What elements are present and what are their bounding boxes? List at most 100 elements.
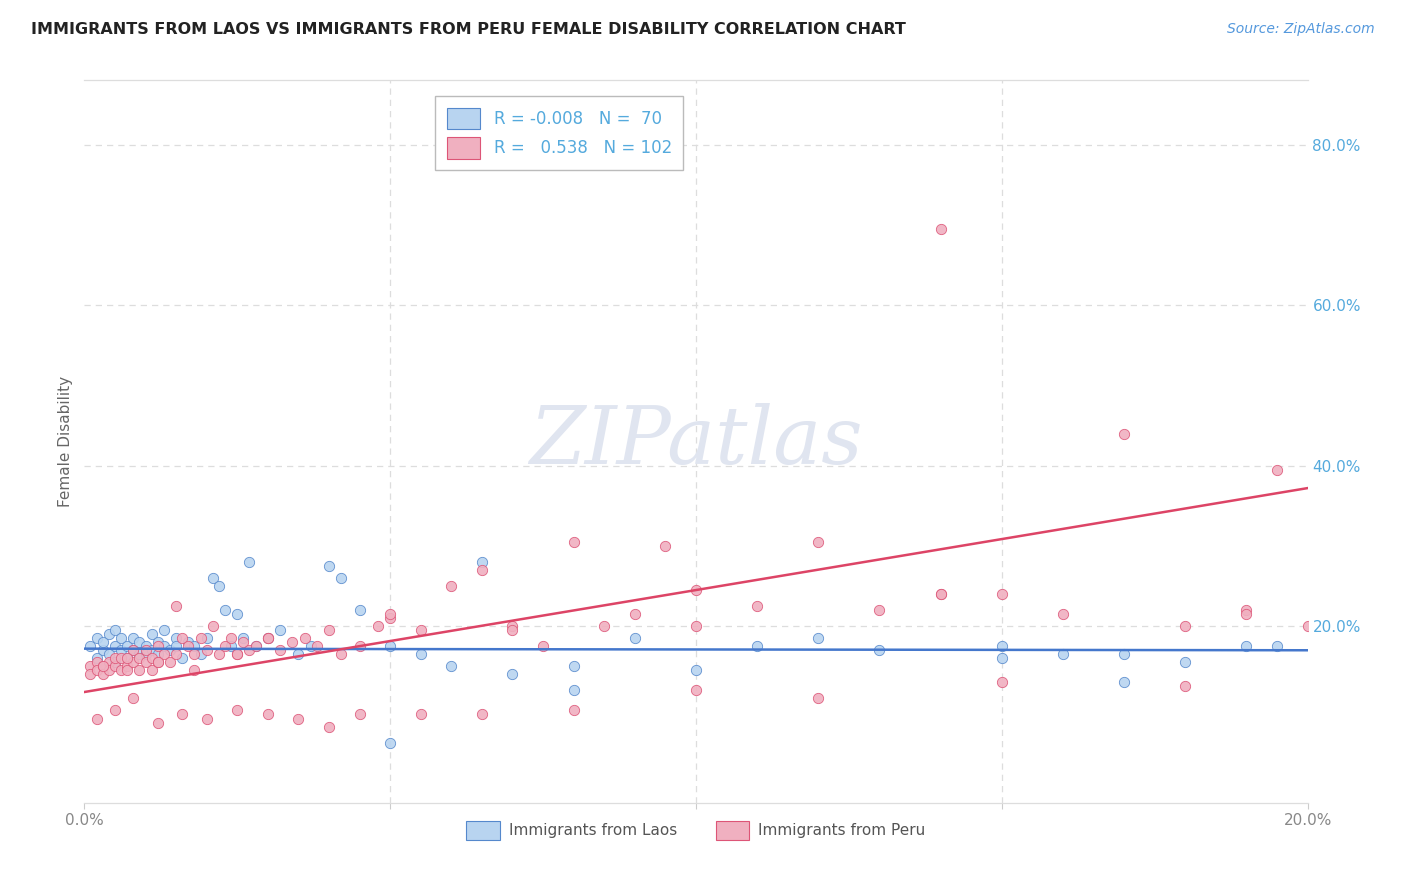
Point xyxy=(238,643,260,657)
Point xyxy=(380,607,402,621)
Point xyxy=(97,627,120,641)
Point xyxy=(654,539,676,553)
Point xyxy=(104,651,127,665)
Point xyxy=(1296,619,1319,633)
Point xyxy=(165,632,187,646)
Point xyxy=(269,623,291,637)
Point xyxy=(380,735,402,749)
Point xyxy=(110,651,132,665)
Point xyxy=(91,643,114,657)
Point xyxy=(165,648,187,662)
Point xyxy=(1114,648,1136,662)
Point xyxy=(128,635,150,649)
Point xyxy=(257,632,280,646)
Point xyxy=(440,659,463,673)
Point xyxy=(128,648,150,662)
Point xyxy=(409,648,432,662)
Point xyxy=(531,639,554,653)
Text: ZIPatlas: ZIPatlas xyxy=(529,403,863,480)
Point xyxy=(146,715,169,730)
Point xyxy=(1236,607,1258,621)
Point xyxy=(159,655,181,669)
Point xyxy=(471,563,494,577)
Point xyxy=(115,651,138,665)
Point xyxy=(195,632,218,646)
Point xyxy=(165,599,187,614)
Point xyxy=(91,635,114,649)
Text: Source: ZipAtlas.com: Source: ZipAtlas.com xyxy=(1227,22,1375,37)
Point xyxy=(91,659,114,673)
Point xyxy=(330,648,353,662)
Point xyxy=(1052,607,1074,621)
Point xyxy=(685,683,707,698)
Point xyxy=(226,648,249,662)
Point xyxy=(409,707,432,722)
Point xyxy=(122,643,145,657)
Point xyxy=(367,619,389,633)
Point xyxy=(208,579,231,593)
Point xyxy=(1236,603,1258,617)
Point xyxy=(177,635,200,649)
Point xyxy=(146,655,169,669)
Point xyxy=(141,651,163,665)
Point xyxy=(122,643,145,657)
Point xyxy=(624,632,647,646)
Point xyxy=(79,659,101,673)
Point xyxy=(226,648,249,662)
Point xyxy=(115,664,138,678)
Point xyxy=(1114,675,1136,690)
Point xyxy=(232,635,254,649)
Point xyxy=(79,639,101,653)
Point xyxy=(685,664,707,678)
Point xyxy=(190,632,212,646)
Point xyxy=(747,599,769,614)
Point xyxy=(86,651,108,665)
Point xyxy=(471,555,494,569)
Point xyxy=(502,619,524,633)
Point xyxy=(380,639,402,653)
Point xyxy=(502,667,524,681)
Point xyxy=(1114,426,1136,441)
Point xyxy=(929,587,952,601)
Point xyxy=(190,648,212,662)
Point xyxy=(165,639,187,653)
Point xyxy=(318,623,340,637)
Point xyxy=(122,655,145,669)
Point xyxy=(269,643,291,657)
Point xyxy=(146,655,169,669)
Point xyxy=(97,664,120,678)
Point xyxy=(294,632,316,646)
Point xyxy=(153,623,176,637)
Point xyxy=(183,648,205,662)
Point xyxy=(1265,462,1288,476)
Point xyxy=(245,639,267,653)
Point xyxy=(226,607,249,621)
Point xyxy=(299,639,322,653)
Point xyxy=(1236,639,1258,653)
Point xyxy=(110,664,132,678)
Point xyxy=(91,667,114,681)
Point xyxy=(318,719,340,733)
Point xyxy=(146,648,169,662)
Point xyxy=(86,655,108,669)
Point xyxy=(146,635,169,649)
Point xyxy=(245,639,267,653)
Point xyxy=(318,558,340,573)
Point xyxy=(562,683,585,698)
Point xyxy=(153,648,176,662)
Point xyxy=(172,632,194,646)
Point xyxy=(409,623,432,637)
Point xyxy=(128,651,150,665)
Point xyxy=(135,643,157,657)
Point xyxy=(1174,655,1197,669)
Point xyxy=(128,664,150,678)
Point xyxy=(195,712,218,726)
Point xyxy=(685,619,707,633)
Point xyxy=(86,664,108,678)
Point xyxy=(281,635,304,649)
Point xyxy=(135,648,157,662)
Point xyxy=(172,651,194,665)
Point xyxy=(349,639,371,653)
Point xyxy=(929,221,952,235)
Point xyxy=(91,659,114,673)
